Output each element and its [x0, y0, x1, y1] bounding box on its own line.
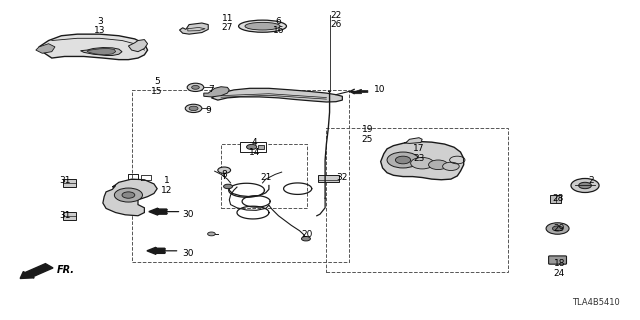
Text: 28: 28 [552, 194, 563, 203]
Text: 1: 1 [164, 176, 170, 185]
Ellipse shape [119, 204, 135, 210]
Text: 18: 18 [554, 259, 565, 268]
Circle shape [189, 106, 198, 111]
Ellipse shape [239, 20, 287, 32]
Polygon shape [204, 87, 229, 97]
FancyBboxPatch shape [63, 212, 76, 220]
Bar [326, 128, 508, 271]
Polygon shape [179, 23, 208, 34]
FancyBboxPatch shape [240, 142, 266, 152]
Polygon shape [81, 48, 122, 55]
FancyArrow shape [149, 208, 167, 215]
Circle shape [387, 152, 419, 168]
FancyBboxPatch shape [318, 175, 339, 182]
Text: 9: 9 [205, 106, 211, 115]
Circle shape [579, 182, 591, 189]
Text: 15: 15 [152, 87, 163, 96]
Text: 10: 10 [374, 85, 386, 94]
Text: 21: 21 [260, 173, 271, 182]
Text: 11: 11 [221, 14, 233, 23]
Circle shape [115, 188, 143, 202]
Circle shape [396, 156, 411, 164]
Polygon shape [381, 141, 464, 180]
Circle shape [218, 167, 230, 173]
Text: 23: 23 [413, 154, 425, 163]
Circle shape [122, 192, 135, 198]
Polygon shape [36, 44, 55, 53]
FancyArrow shape [20, 264, 53, 278]
Circle shape [187, 83, 204, 92]
Text: 14: 14 [249, 148, 260, 156]
Text: 2: 2 [589, 176, 594, 185]
Polygon shape [39, 34, 148, 60]
Text: 20: 20 [301, 230, 313, 239]
Text: 31: 31 [59, 211, 70, 220]
Polygon shape [351, 89, 368, 94]
Bar [132, 90, 349, 262]
FancyBboxPatch shape [548, 256, 566, 264]
Text: 19: 19 [362, 125, 373, 134]
Text: 13: 13 [94, 27, 106, 36]
Polygon shape [129, 40, 148, 52]
Circle shape [429, 160, 448, 170]
Text: 5: 5 [154, 77, 160, 86]
Text: 27: 27 [221, 23, 233, 32]
Text: 22: 22 [330, 11, 342, 20]
Circle shape [185, 104, 202, 113]
Circle shape [546, 223, 569, 234]
Text: FR.: FR. [57, 265, 75, 275]
FancyBboxPatch shape [63, 179, 76, 187]
Text: 6: 6 [276, 17, 282, 26]
FancyArrow shape [147, 247, 165, 254]
Text: 7: 7 [208, 85, 214, 94]
Text: 26: 26 [330, 20, 342, 29]
Polygon shape [211, 88, 342, 102]
Polygon shape [87, 49, 116, 55]
Ellipse shape [245, 22, 280, 30]
Circle shape [301, 236, 310, 241]
Text: 31: 31 [59, 176, 70, 185]
Circle shape [246, 144, 257, 149]
Circle shape [223, 184, 232, 189]
Text: 30: 30 [182, 210, 194, 219]
Text: 4: 4 [252, 138, 258, 147]
Circle shape [443, 162, 460, 171]
Text: 12: 12 [161, 186, 172, 195]
Text: 29: 29 [554, 224, 565, 233]
Polygon shape [103, 179, 157, 216]
Text: TLA4B5410: TLA4B5410 [572, 298, 620, 307]
Bar [221, 144, 307, 208]
Circle shape [571, 179, 599, 193]
Circle shape [191, 85, 199, 89]
Polygon shape [404, 138, 422, 143]
Circle shape [207, 232, 215, 236]
Text: 32: 32 [337, 173, 348, 182]
Text: 3: 3 [97, 17, 102, 26]
Circle shape [552, 226, 563, 231]
Text: 25: 25 [362, 135, 373, 144]
Text: 8: 8 [221, 170, 227, 179]
Text: 17: 17 [413, 144, 425, 153]
FancyBboxPatch shape [550, 195, 561, 203]
Circle shape [411, 157, 434, 169]
Text: 16: 16 [273, 27, 284, 36]
Text: 24: 24 [554, 268, 565, 278]
FancyBboxPatch shape [258, 145, 264, 149]
Text: 30: 30 [182, 250, 194, 259]
